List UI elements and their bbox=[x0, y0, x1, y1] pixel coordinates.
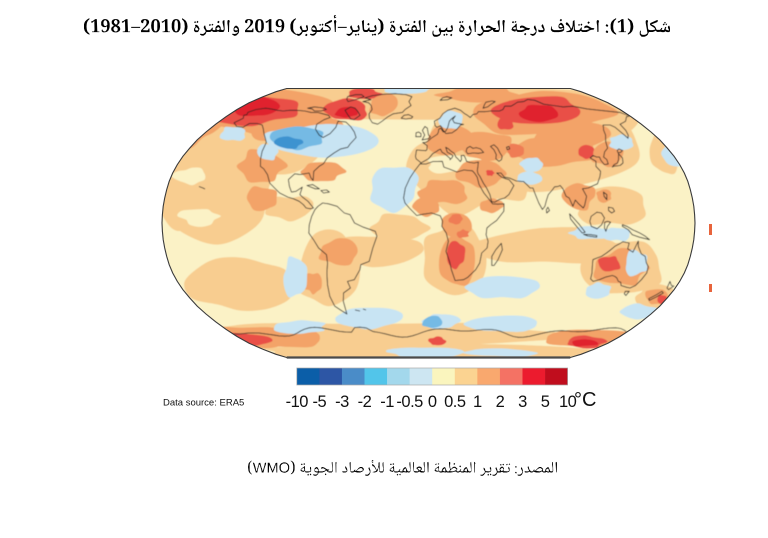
svg-text:-5: -5 bbox=[313, 393, 327, 411]
svg-text:5: 5 bbox=[541, 393, 550, 411]
svg-text:Data source: ERA5: Data source: ERA5 bbox=[163, 398, 244, 409]
svg-text:-0.5: -0.5 bbox=[396, 393, 423, 411]
svg-text:0: 0 bbox=[428, 393, 437, 411]
svg-text:-10: -10 bbox=[286, 393, 309, 411]
svg-text:0.5: 0.5 bbox=[444, 393, 466, 411]
svg-text:-2: -2 bbox=[358, 393, 372, 411]
svg-text:2: 2 bbox=[496, 393, 505, 411]
svg-text:3: 3 bbox=[518, 393, 527, 411]
svg-text:-1: -1 bbox=[380, 393, 394, 411]
svg-text:°C: °C bbox=[574, 389, 596, 411]
svg-text:1: 1 bbox=[473, 393, 482, 411]
svg-text:10: 10 bbox=[559, 393, 577, 411]
svg-text:-3: -3 bbox=[335, 393, 349, 411]
